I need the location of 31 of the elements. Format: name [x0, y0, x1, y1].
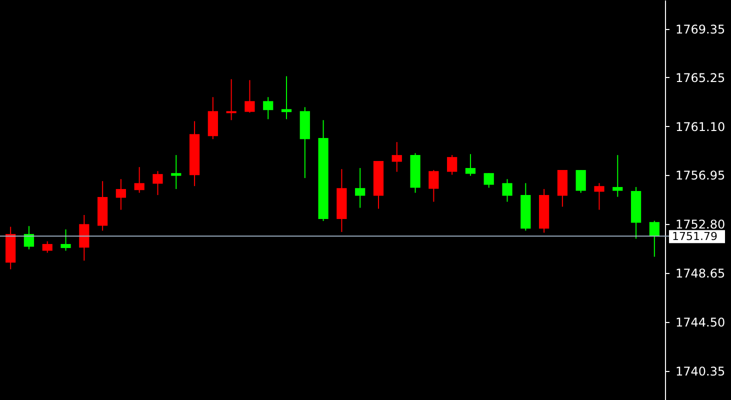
y-tick-label: 1765.25 — [676, 70, 726, 85]
candlestick — [612, 154, 623, 198]
candlestick — [594, 182, 604, 210]
candlestick — [263, 96, 274, 120]
candlestick — [355, 168, 366, 208]
candlestick — [226, 78, 236, 121]
candlestick — [649, 220, 660, 258]
candlestick — [60, 228, 71, 252]
candlestick — [428, 170, 439, 202]
candlestick — [171, 154, 182, 190]
y-tick-label: 1756.95 — [676, 168, 726, 183]
y-tick-label: 1740.35 — [676, 364, 726, 379]
y-tick-label: 1748.65 — [676, 266, 726, 281]
candlestick — [152, 170, 163, 196]
candlestick — [116, 178, 126, 210]
candlestick — [484, 172, 494, 188]
y-tick-label: 1744.50 — [676, 316, 726, 330]
candlestick — [42, 240, 52, 254]
candlestick — [447, 154, 458, 176]
candlestick — [502, 178, 512, 202]
y-tick-label: 1761.10 — [676, 120, 726, 134]
y-tick-label: 1752.80 — [676, 218, 726, 232]
candlestick — [244, 80, 255, 114]
ref-line-label: 1751.79 — [672, 230, 718, 244]
candlestick — [576, 170, 586, 194]
candlestick — [281, 76, 292, 120]
candlestick — [392, 142, 402, 172]
candlestick — [134, 166, 144, 194]
candlestick — [79, 214, 90, 262]
y-tick-label: 1769.35 — [676, 22, 726, 36]
candlestick — [465, 154, 476, 176]
